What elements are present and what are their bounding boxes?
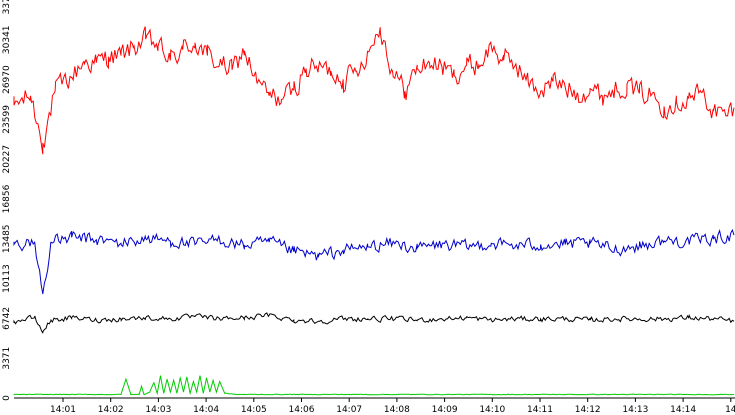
x-tick-label: 14:12 (575, 405, 601, 415)
y-tick-label: 13485 (2, 224, 12, 253)
x-tick-label: 14:11 (527, 405, 553, 415)
x-tick-label: 14:09 (432, 405, 458, 415)
x-tick-label: 14:10 (479, 405, 505, 415)
x-tick-label: 14:13 (622, 405, 648, 415)
x-tick-label: 14:03 (145, 405, 171, 415)
x-tick-label: 14:08 (384, 405, 410, 415)
y-tick-group: 0 3371 6742 10113 13485 16856 20227 23599 26970 3… (2, 0, 12, 401)
series-line-0 (13, 26, 735, 155)
x-tick-group: 14:01 14:02 14:03 14:04 14:05 14:06 14:07 14:08… (50, 398, 735, 415)
y-tick-label: 0 (2, 395, 12, 401)
x-tick-label: 14:05 (241, 405, 267, 415)
x-tick-label: 14:04 (193, 405, 219, 415)
x-tick-label: 14 (725, 405, 735, 415)
y-tick-label: 33713 (2, 0, 12, 14)
y-tick-label: 3371 (2, 347, 12, 370)
y-tick-label: 20227 (2, 145, 12, 174)
y-tick-label: 6742 (2, 307, 12, 330)
y-tick-label: 26970 (2, 65, 12, 94)
x-tick-label: 14:14 (670, 405, 696, 415)
x-tick-label: 14:07 (336, 405, 362, 415)
x-tick-label: 14:06 (289, 405, 315, 415)
y-tick-label: 10113 (2, 264, 12, 293)
series-line-2 (13, 312, 735, 334)
series-line-3 (13, 375, 735, 396)
y-tick-label: 23599 (2, 105, 12, 134)
y-tick-label: 16856 (2, 184, 12, 213)
series-line-1 (13, 228, 735, 295)
x-tick-label: 14:01 (50, 405, 76, 415)
y-tick-label: 30341 (2, 25, 12, 54)
x-tick-label: 14:02 (98, 405, 124, 415)
series-layer (13, 26, 735, 396)
